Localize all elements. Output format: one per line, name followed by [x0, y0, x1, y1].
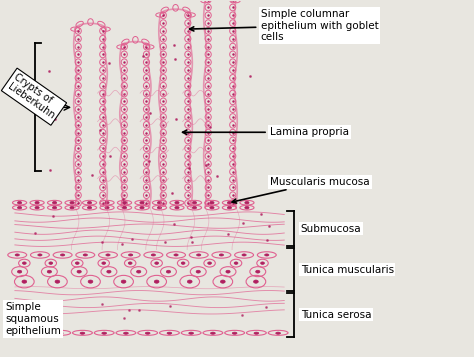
Ellipse shape [70, 206, 74, 209]
Ellipse shape [245, 206, 249, 209]
Ellipse shape [107, 270, 111, 273]
Ellipse shape [53, 206, 57, 209]
Ellipse shape [192, 206, 197, 209]
Ellipse shape [196, 270, 201, 273]
Ellipse shape [255, 270, 260, 273]
Ellipse shape [137, 270, 141, 273]
Ellipse shape [22, 280, 27, 283]
Ellipse shape [146, 332, 150, 334]
Ellipse shape [210, 332, 215, 334]
Ellipse shape [122, 206, 127, 209]
Text: Tunica muscularis: Tunica muscularis [301, 265, 394, 275]
Ellipse shape [228, 206, 232, 209]
Ellipse shape [234, 262, 238, 265]
Text: Simple
squamous
epithelium: Simple squamous epithelium [5, 302, 61, 336]
Ellipse shape [210, 201, 214, 204]
Ellipse shape [105, 201, 109, 204]
Ellipse shape [128, 254, 133, 256]
Text: Crypts of
Lieberkuhn: Crypts of Lieberkuhn [5, 72, 63, 121]
Text: Muscularis mucosa: Muscularis mucosa [232, 177, 370, 203]
Ellipse shape [174, 254, 178, 256]
Ellipse shape [88, 280, 93, 283]
Ellipse shape [245, 201, 249, 204]
Ellipse shape [228, 201, 232, 204]
Ellipse shape [83, 254, 87, 256]
Ellipse shape [15, 254, 19, 256]
Ellipse shape [18, 206, 22, 209]
Ellipse shape [18, 270, 22, 273]
Ellipse shape [35, 206, 39, 209]
Text: Tunica serosa: Tunica serosa [301, 310, 371, 320]
Ellipse shape [121, 280, 126, 283]
Ellipse shape [80, 332, 85, 334]
Ellipse shape [175, 206, 179, 209]
Ellipse shape [261, 262, 264, 265]
Text: Submucosa: Submucosa [301, 223, 362, 233]
Ellipse shape [166, 270, 171, 273]
Ellipse shape [35, 201, 39, 204]
Ellipse shape [192, 201, 197, 204]
Ellipse shape [87, 201, 91, 204]
Ellipse shape [49, 262, 53, 265]
Ellipse shape [155, 262, 158, 265]
Ellipse shape [242, 254, 246, 256]
Ellipse shape [105, 206, 109, 209]
Ellipse shape [87, 206, 91, 209]
Ellipse shape [77, 270, 81, 273]
Text: Simple columnar
epithelium with goblet
cells: Simple columnar epithelium with goblet c… [190, 9, 378, 42]
Ellipse shape [106, 254, 110, 256]
Ellipse shape [55, 280, 60, 283]
Ellipse shape [167, 332, 172, 334]
Ellipse shape [276, 332, 281, 334]
Ellipse shape [157, 201, 162, 204]
Ellipse shape [38, 254, 42, 256]
Ellipse shape [15, 332, 19, 334]
Ellipse shape [157, 206, 162, 209]
Ellipse shape [155, 280, 159, 283]
Ellipse shape [53, 201, 57, 204]
Ellipse shape [208, 262, 211, 265]
Ellipse shape [124, 332, 128, 334]
Ellipse shape [181, 262, 185, 265]
Ellipse shape [220, 280, 225, 283]
Ellipse shape [70, 201, 74, 204]
Ellipse shape [128, 262, 132, 265]
Ellipse shape [226, 270, 230, 273]
Ellipse shape [151, 254, 155, 256]
Ellipse shape [102, 332, 107, 334]
Ellipse shape [36, 332, 41, 334]
Ellipse shape [189, 332, 193, 334]
Ellipse shape [47, 270, 52, 273]
Ellipse shape [75, 262, 79, 265]
Ellipse shape [254, 280, 258, 283]
Ellipse shape [264, 254, 269, 256]
Ellipse shape [122, 201, 127, 204]
Ellipse shape [102, 262, 106, 265]
Ellipse shape [254, 332, 259, 334]
Ellipse shape [210, 206, 214, 209]
Ellipse shape [187, 280, 192, 283]
Ellipse shape [219, 254, 224, 256]
Ellipse shape [175, 201, 179, 204]
Text: Lamina propria: Lamina propria [182, 127, 349, 137]
Ellipse shape [18, 201, 22, 204]
Ellipse shape [58, 332, 63, 334]
Ellipse shape [232, 332, 237, 334]
Ellipse shape [140, 206, 144, 209]
Ellipse shape [61, 254, 65, 256]
Ellipse shape [197, 254, 201, 256]
Ellipse shape [22, 262, 26, 265]
Ellipse shape [140, 201, 144, 204]
